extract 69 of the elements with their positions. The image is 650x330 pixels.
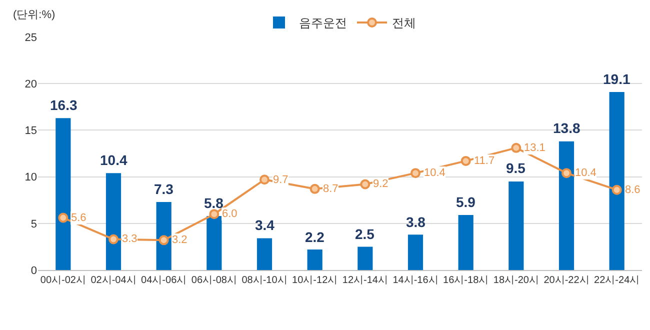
point xyxy=(158,235,169,246)
y-tick-label: 25 xyxy=(24,32,37,44)
y-tick-label: 15 xyxy=(24,125,37,138)
data-label: 10.4 xyxy=(424,167,446,179)
bar xyxy=(358,246,373,270)
x-tick-label: 02시-04시 xyxy=(90,275,136,286)
data-label: 9.5 xyxy=(506,160,526,176)
x-tick-label: 16시-18시 xyxy=(443,275,489,286)
data-label: 10.4 xyxy=(575,167,596,179)
x-tick-label: 12시-14시 xyxy=(342,275,388,286)
x-tick-label: 00시-02시 xyxy=(40,275,86,286)
point xyxy=(209,209,220,220)
data-label: 7.3 xyxy=(154,181,174,197)
data-label: 8.7 xyxy=(323,183,338,195)
data-label: 9.7 xyxy=(273,174,288,186)
data-label: 8.6 xyxy=(625,184,640,196)
data-label: 2.2 xyxy=(305,229,325,245)
bar xyxy=(508,181,524,270)
data-label: 5.9 xyxy=(456,194,476,210)
text: (단위:%) xyxy=(13,9,56,21)
point xyxy=(260,174,270,185)
point xyxy=(360,179,370,190)
data-label: 13.8 xyxy=(553,120,580,136)
bar xyxy=(256,238,272,270)
data-label: 3.3 xyxy=(122,233,138,245)
point xyxy=(410,168,420,178)
bar xyxy=(206,216,222,270)
bar xyxy=(609,92,624,270)
bar xyxy=(156,202,172,270)
x-tick-label: 20시-22시 xyxy=(544,275,590,286)
bar xyxy=(408,234,424,270)
point xyxy=(562,168,572,178)
data-label: 13.1 xyxy=(524,142,546,154)
data-label: 5.6 xyxy=(71,212,86,224)
legend-label: 음주운전 xyxy=(299,16,347,30)
data-label: 10.4 xyxy=(100,152,128,168)
bar xyxy=(106,173,122,270)
y-tick-label: 0 xyxy=(30,264,37,277)
point xyxy=(58,212,68,223)
x-tick-label: 06시-08시 xyxy=(191,275,237,286)
x-tick-label: 18시-20시 xyxy=(493,275,539,286)
x-tick-label: 04시-06시 xyxy=(141,275,187,286)
data-label: 11.7 xyxy=(474,155,495,167)
bar xyxy=(558,141,574,270)
bar xyxy=(458,215,474,270)
y-tick-label: 20 xyxy=(24,78,37,90)
data-label: 5.8 xyxy=(204,195,224,211)
data-label: 3.2 xyxy=(172,234,188,246)
data-label: 19.1 xyxy=(603,71,630,87)
data-label: 6.0 xyxy=(222,208,238,220)
x-tick-label: 14시-16시 xyxy=(392,275,438,286)
data-label: 3.8 xyxy=(406,214,426,230)
bar xyxy=(307,250,322,270)
y-tick-label: 5 xyxy=(30,218,37,230)
data-label: 9.2 xyxy=(373,178,388,190)
legend-label: 전체 xyxy=(392,16,416,30)
point xyxy=(108,234,118,244)
point xyxy=(612,184,622,195)
point xyxy=(310,184,320,194)
x-tick-label: 22시-24시 xyxy=(594,275,640,286)
point xyxy=(511,142,522,153)
data-label: 16.3 xyxy=(50,97,78,113)
x-tick-label: 10시-12시 xyxy=(292,275,338,286)
x-tick-label: 08시-10시 xyxy=(242,275,288,286)
y-tick-label: 10 xyxy=(24,172,37,184)
data-label: 3.4 xyxy=(255,217,275,233)
data-label: 2.5 xyxy=(355,226,375,242)
bar xyxy=(56,118,71,270)
point xyxy=(460,156,471,166)
